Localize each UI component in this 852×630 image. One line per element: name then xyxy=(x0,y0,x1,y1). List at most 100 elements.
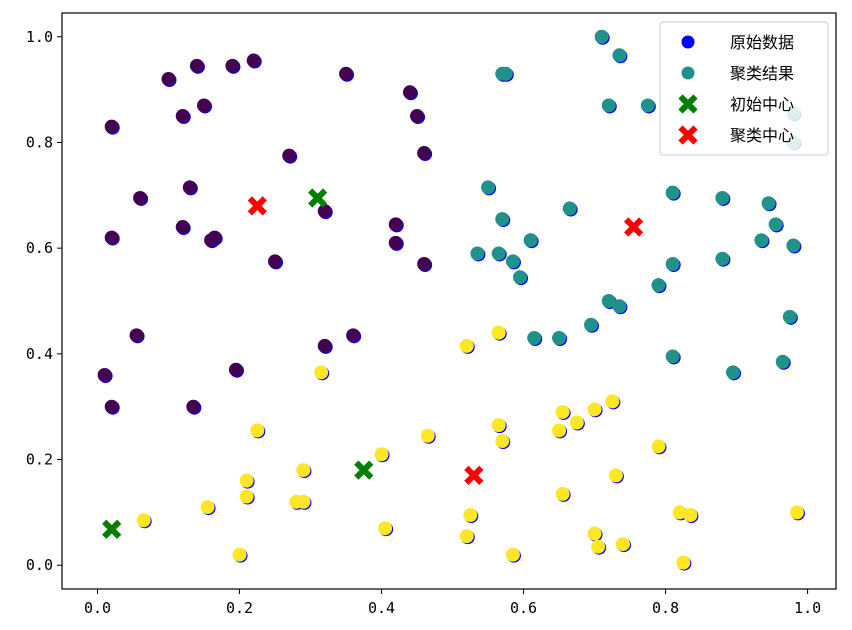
data-point xyxy=(239,473,255,489)
legend-marker xyxy=(678,94,698,114)
data-point xyxy=(605,394,621,410)
cluster-center-marker xyxy=(624,217,644,237)
data-point xyxy=(481,180,497,196)
y-tick-label: 1.0 xyxy=(26,28,53,46)
data-point xyxy=(601,98,617,114)
data-point xyxy=(317,204,333,220)
y-tick-label: 0.0 xyxy=(26,556,53,574)
legend-label: 聚类结果 xyxy=(730,64,794,83)
data-point xyxy=(296,494,312,510)
data-point xyxy=(200,500,216,516)
data-point xyxy=(346,328,362,344)
data-point xyxy=(296,463,312,479)
data-point xyxy=(491,246,507,262)
data-point xyxy=(378,521,394,537)
x-tick-label: 0.4 xyxy=(368,599,395,617)
x-tick-label: 1.0 xyxy=(794,599,821,617)
data-point xyxy=(104,119,120,135)
y-tick-label: 0.6 xyxy=(26,239,53,257)
data-point xyxy=(182,180,198,196)
legend-box xyxy=(659,21,829,156)
data-point xyxy=(683,508,699,524)
data-point xyxy=(189,58,205,74)
legend-label: 原始数据 xyxy=(730,33,794,52)
plot-frame xyxy=(61,12,837,590)
data-point xyxy=(665,257,681,273)
data-point xyxy=(374,447,390,463)
data-point xyxy=(513,270,529,286)
data-point xyxy=(459,529,475,545)
data-point xyxy=(498,66,514,82)
data-point xyxy=(640,98,656,114)
data-point xyxy=(505,254,521,270)
data-point xyxy=(246,53,262,69)
data-point xyxy=(552,330,568,346)
data-point xyxy=(470,246,486,262)
data-point xyxy=(197,98,213,114)
data-point xyxy=(186,399,202,415)
data-point xyxy=(250,423,266,439)
data-point xyxy=(161,72,177,88)
data-point xyxy=(569,415,585,431)
data-point xyxy=(715,251,731,267)
data-point xyxy=(232,547,248,563)
initial-center-marker xyxy=(308,188,328,208)
data-point xyxy=(523,233,539,249)
legend-entry: 聚类中心 xyxy=(678,125,794,145)
data-point xyxy=(388,217,404,233)
data-point xyxy=(665,349,681,365)
legend-entry: 初始中心 xyxy=(678,94,794,114)
data-point xyxy=(754,233,770,249)
initial-center-marker xyxy=(354,460,374,480)
data-point xyxy=(587,526,603,542)
cluster-center-marker xyxy=(464,465,484,486)
data-point xyxy=(495,212,511,228)
data-point xyxy=(175,220,191,236)
cluster-centers xyxy=(247,196,644,486)
y-tick-label: 0.8 xyxy=(26,133,53,151)
data-point xyxy=(761,196,777,212)
data-point xyxy=(587,402,603,418)
data-point xyxy=(562,201,578,217)
data-point xyxy=(612,48,628,64)
y-axis: 0.0 0.2 0.4 0.6 0.8 1.0 xyxy=(26,28,62,574)
data-point xyxy=(651,278,667,294)
x-tick-label: 0.2 xyxy=(226,599,253,617)
data-point xyxy=(97,367,113,383)
data-point xyxy=(651,439,667,455)
data-point xyxy=(555,486,571,502)
y-tick-label: 0.2 xyxy=(26,451,53,469)
data-point xyxy=(612,299,628,315)
data-point xyxy=(782,309,798,325)
legend-entry: 聚类结果 xyxy=(681,64,794,83)
legend-label: 聚类中心 xyxy=(730,126,794,145)
data-point xyxy=(505,547,521,563)
legend-marker xyxy=(681,35,695,49)
data-point xyxy=(789,505,805,521)
data-point xyxy=(104,230,120,246)
data-point xyxy=(676,555,692,571)
data-point xyxy=(608,468,624,484)
x-axis: 0.0 0.2 0.4 0.6 0.8 1.0 xyxy=(84,589,821,617)
data-point xyxy=(417,146,433,162)
data-point xyxy=(133,190,149,206)
data-point xyxy=(726,365,742,381)
data-point xyxy=(339,66,355,82)
data-point xyxy=(402,85,418,101)
data-point xyxy=(715,190,731,206)
data-point xyxy=(584,317,600,333)
y-tick-label: 0.4 xyxy=(26,345,53,363)
data-point xyxy=(665,185,681,201)
data-point xyxy=(388,235,404,251)
legend-marker xyxy=(678,125,698,145)
legend-marker xyxy=(681,66,695,80)
data-point xyxy=(207,230,223,246)
data-point xyxy=(594,29,610,45)
x-tick-label: 0.8 xyxy=(652,599,679,617)
data-point xyxy=(417,257,433,273)
data-point xyxy=(775,354,791,370)
data-point xyxy=(225,58,241,74)
data-point xyxy=(459,338,475,354)
data-point xyxy=(410,109,426,125)
